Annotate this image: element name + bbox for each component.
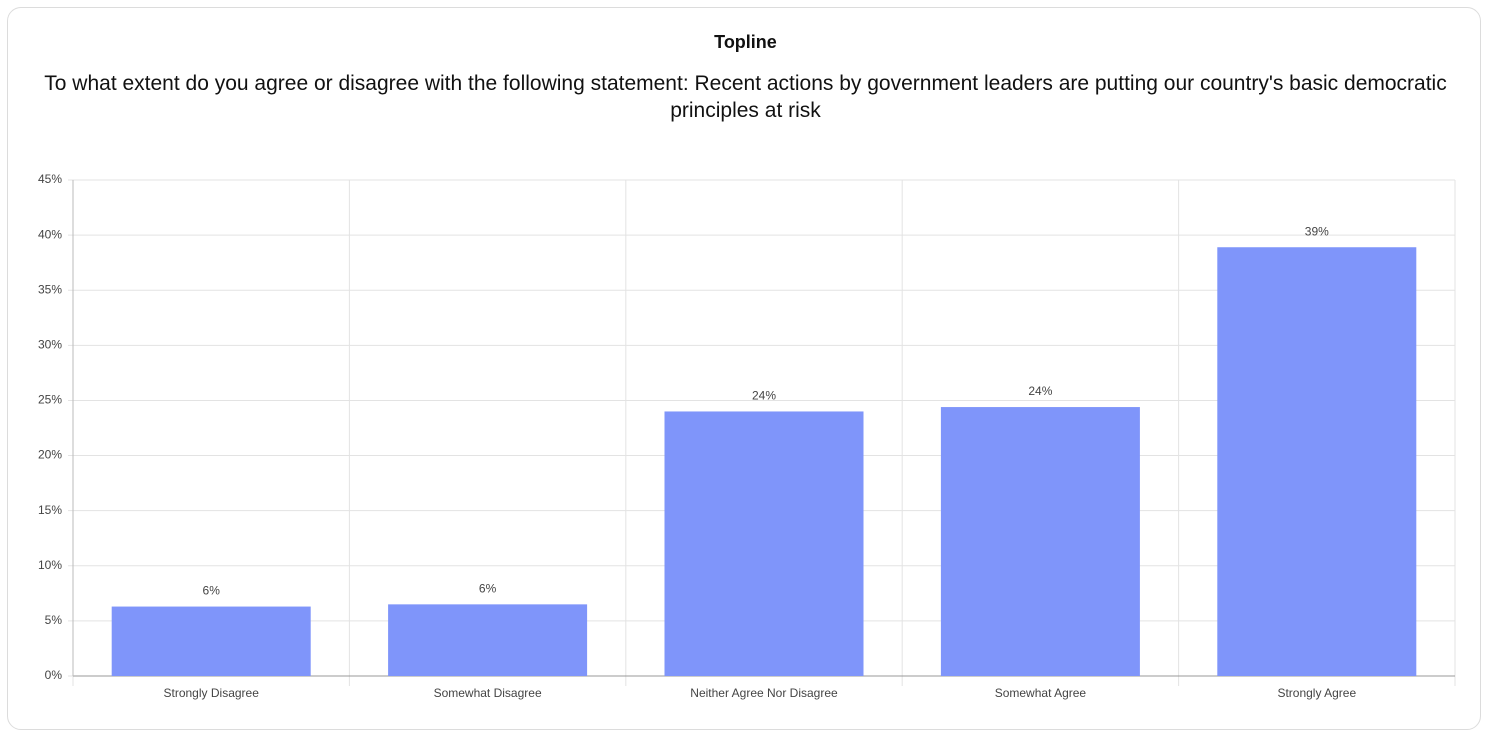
bar	[1217, 247, 1417, 677]
value-label: 39%	[1305, 224, 1329, 238]
x-tick-label: Neither Agree Nor Disagree	[690, 686, 838, 700]
y-tick-label: 40%	[38, 227, 62, 241]
x-tick-label: Strongly Disagree	[164, 686, 260, 700]
y-tick-label: 20%	[38, 448, 62, 462]
x-tick-label: Somewhat Disagree	[434, 686, 542, 700]
bar	[111, 606, 311, 676]
y-tick-label: 45%	[38, 172, 62, 186]
x-tick-label: Strongly Agree	[1277, 686, 1356, 700]
chart-title: Topline	[714, 32, 777, 52]
y-tick-label: 35%	[38, 282, 62, 296]
card	[7, 7, 1481, 730]
value-label: 6%	[479, 582, 497, 596]
value-label: 24%	[1028, 384, 1052, 398]
bar	[388, 604, 588, 676]
bar	[664, 411, 864, 676]
y-tick-label: 25%	[38, 393, 62, 407]
y-tick-label: 15%	[38, 503, 62, 517]
y-tick-label: 0%	[45, 668, 63, 682]
chart-subtitle: To what extent do you agree or disagree …	[44, 72, 1447, 122]
x-tick-label: Somewhat Agree	[995, 686, 1087, 700]
y-tick-label: 10%	[38, 558, 62, 572]
y-tick-label: 30%	[38, 338, 62, 352]
bar	[940, 407, 1140, 676]
value-label: 6%	[203, 584, 221, 598]
y-tick-label: 5%	[45, 613, 63, 627]
value-label: 24%	[752, 389, 776, 403]
